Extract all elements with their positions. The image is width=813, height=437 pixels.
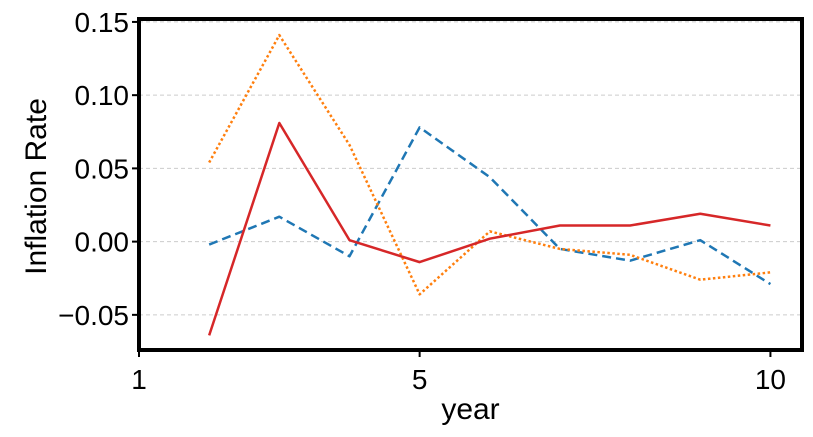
y-axis-label: Inflation Rate <box>20 98 53 275</box>
y-tick-label: 0.10 <box>75 80 130 111</box>
y-tick-label: 0.00 <box>75 227 130 258</box>
x-tick-label: 5 <box>412 364 428 395</box>
series-lines <box>207 33 772 336</box>
series-line-1 <box>208 126 772 286</box>
series-line-2 <box>208 33 771 296</box>
y-tick-label: 0.15 <box>75 7 130 38</box>
grid-lines <box>139 21 802 316</box>
y-tick-label: −0.05 <box>58 300 129 331</box>
plot-frame <box>137 17 804 352</box>
x-tick-label: 1 <box>131 364 147 395</box>
series-line-3 <box>207 121 771 336</box>
y-tick-label: 0.05 <box>75 153 130 184</box>
x-axis-label: year <box>441 393 499 426</box>
x-tick-label: 10 <box>755 364 786 395</box>
axis-ticks: −0.05 0.00 0.05 0.10 0.15 1 5 10 <box>58 7 786 395</box>
